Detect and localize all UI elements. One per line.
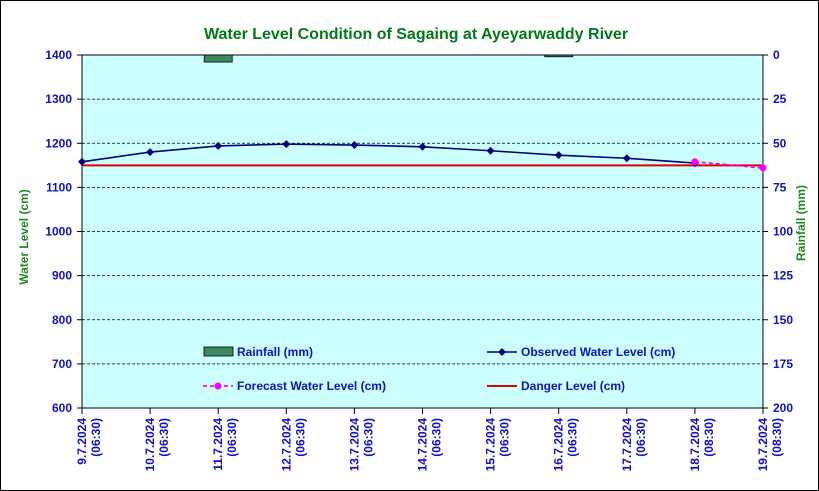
x-tick-label-line: (08:30) xyxy=(770,418,784,457)
x-tick-label: 12.7.2024(06:30) xyxy=(279,418,307,472)
legend-label: Rainfall (mm) xyxy=(237,345,313,359)
x-tick-label: 18.7.2024(08:30) xyxy=(688,418,716,472)
x-tick-label: 9.7.2024(06:30) xyxy=(75,418,103,465)
x-tick-label-line: (06:30) xyxy=(157,418,171,457)
x-tick-label-line: (06:30) xyxy=(225,418,239,457)
y-right-tick-label: 125 xyxy=(773,269,793,283)
x-tick-label-line: 12.7.2024 xyxy=(279,418,293,472)
x-tick-label-line: 19.7.2024 xyxy=(756,418,770,472)
x-tick-label: 14.7.2024(06:30) xyxy=(416,418,444,472)
x-tick-label: 17.7.2024(06:30) xyxy=(620,418,648,472)
y-left-tick-label: 1000 xyxy=(45,225,72,239)
legend-label: Observed Water Level (cm) xyxy=(521,345,675,359)
observed-water-level-point xyxy=(282,140,291,149)
y-right-tick-label: 25 xyxy=(773,92,787,106)
legend-forecast-marker xyxy=(214,382,222,390)
y-axis-right-label: Rainfall (mm) xyxy=(794,185,808,261)
y-right-tick-label: 175 xyxy=(773,357,793,371)
observed-water-level-point xyxy=(622,154,631,163)
rainfall-bar xyxy=(544,54,574,58)
observed-water-level-point xyxy=(214,141,223,150)
x-tick-label-line: 13.7.2024 xyxy=(347,418,361,472)
y-left-tick-label: 900 xyxy=(52,269,72,283)
y-left-tick-label: 800 xyxy=(52,313,72,327)
x-tick-label: 11.7.2024(06:30) xyxy=(211,418,239,471)
x-tick-label: 15.7.2024(06:30) xyxy=(484,418,512,472)
legend-label: Forecast Water Level (cm) xyxy=(237,379,386,393)
y-right-tick-label: 75 xyxy=(773,180,787,194)
forecast-water-level-line xyxy=(694,160,764,169)
y-left-tick-label: 1200 xyxy=(45,136,72,150)
legend: Rainfall (mm) Observed Water Level (cm) Fo… xyxy=(203,345,675,393)
x-tick-label-line: 10.7.2024 xyxy=(143,418,157,472)
observed-water-level-point xyxy=(418,142,427,151)
observed-water-level-point xyxy=(78,157,86,166)
y-left-tick-label: 600 xyxy=(52,401,72,415)
x-tick-label-line: 18.7.2024 xyxy=(688,418,702,472)
y-left-tick-label: 1300 xyxy=(45,92,72,106)
rainfall-bar xyxy=(203,54,233,63)
x-tick-label: 13.7.2024(06:30) xyxy=(347,418,375,472)
x-tick-label-line: (08:30) xyxy=(702,418,716,457)
x-tick-label-line: (06:30) xyxy=(361,418,375,457)
x-tick-label-line: (06:30) xyxy=(498,418,512,457)
y-axis-left-label: Water Level (cm) xyxy=(17,189,31,285)
y-left-tick-label: 1100 xyxy=(46,180,72,194)
y-right-tick-label: 150 xyxy=(773,313,793,327)
x-tick-label: 19.7.2024(08:30) xyxy=(756,418,784,472)
x-tick-label-line: 9.7.2024 xyxy=(75,418,89,465)
x-tick-label-line: 14.7.2024 xyxy=(416,418,430,472)
axes: 1400 1300 1200 1100 1000 900 800 700 600 0 25 50 75 1… xyxy=(45,48,793,471)
chart-title: Water Level Condition of Sagaing at Ayey… xyxy=(204,26,628,43)
y-right-tick-label: 0 xyxy=(773,48,780,62)
y-right-tick-label: 50 xyxy=(773,136,787,150)
legend-observed-marker xyxy=(498,348,506,356)
forecast-water-level-point xyxy=(759,164,767,172)
legend-rainfall-swatch xyxy=(203,346,234,357)
legend-label: Danger Level (cm) xyxy=(521,379,625,393)
x-tick-label-line: (06:30) xyxy=(430,418,444,457)
observed-water-level-point xyxy=(554,151,563,160)
x-tick-label: 10.7.2024(06:30) xyxy=(143,418,171,472)
x-tick-label-line: 17.7.2024 xyxy=(620,418,634,472)
forecast-water-level-point xyxy=(691,158,699,166)
x-tick-label-line: (06:30) xyxy=(293,418,307,457)
y-left-tick-label: 1400 xyxy=(45,48,72,62)
observed-water-level-point xyxy=(146,148,155,157)
x-tick-label: 16.7.2024(06:30) xyxy=(552,418,580,472)
x-tick-label-line: 15.7.2024 xyxy=(484,418,498,472)
observed-water-level-line xyxy=(81,143,695,164)
x-tick-label-line: (06:30) xyxy=(89,418,103,457)
series-lines xyxy=(78,140,767,172)
x-tick-label-line: (06:30) xyxy=(634,418,648,457)
observed-water-level-point xyxy=(486,146,495,155)
observed-water-level-point xyxy=(350,141,359,150)
y-left-tick-label: 700 xyxy=(52,357,72,371)
x-tick-label-line: (06:30) xyxy=(566,418,580,457)
y-right-tick-label: 200 xyxy=(773,401,793,415)
x-tick-label-line: 16.7.2024 xyxy=(552,418,566,472)
y-right-tick-label: 100 xyxy=(773,225,793,239)
x-tick-label-line: 11.7.2024 xyxy=(211,418,225,471)
rainfall-bars xyxy=(203,54,574,63)
